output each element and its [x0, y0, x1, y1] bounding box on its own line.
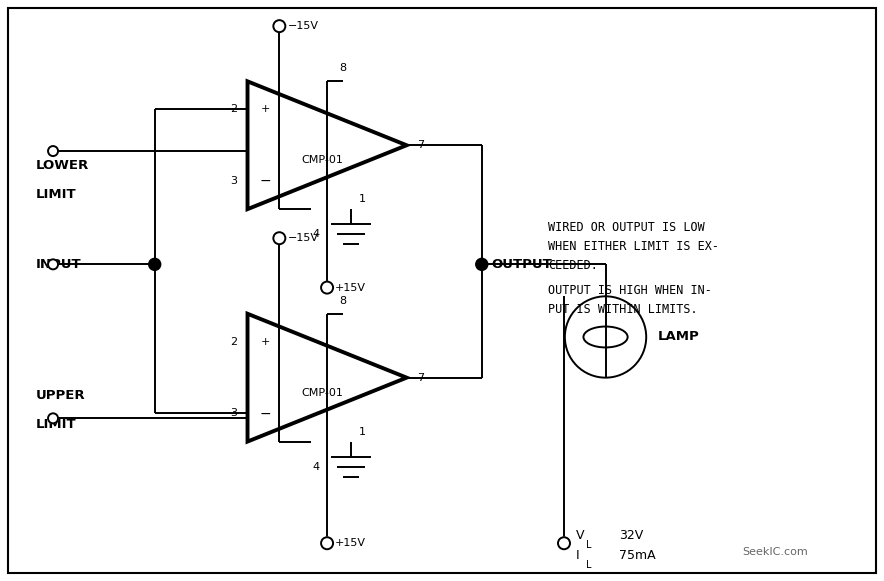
Text: INPUT: INPUT [35, 258, 81, 271]
Text: LOWER: LOWER [35, 159, 88, 172]
Text: LIMIT: LIMIT [35, 418, 76, 431]
Circle shape [321, 537, 333, 549]
Circle shape [149, 259, 161, 270]
Text: 1: 1 [359, 426, 366, 436]
Text: SeekIC.com: SeekIC.com [743, 547, 808, 557]
Text: −: − [260, 407, 271, 421]
Circle shape [321, 282, 333, 293]
Text: 2: 2 [231, 337, 238, 347]
Text: 32V: 32V [619, 529, 644, 541]
Text: CMP-01: CMP-01 [301, 155, 343, 165]
Text: OUTPUT IS HIGH WHEN IN-
PUT IS WITHIN LIMITS.: OUTPUT IS HIGH WHEN IN- PUT IS WITHIN LI… [548, 284, 712, 315]
Text: I: I [576, 548, 580, 562]
Circle shape [476, 259, 488, 270]
Circle shape [48, 146, 58, 156]
Text: −: − [260, 174, 271, 188]
Text: 75mA: 75mA [619, 548, 656, 562]
Text: +15V: +15V [335, 282, 366, 293]
Text: CMP-01: CMP-01 [301, 388, 343, 397]
Text: 8: 8 [339, 63, 347, 73]
Text: L: L [586, 560, 591, 570]
Text: LAMP: LAMP [659, 331, 700, 343]
Text: −15V: −15V [287, 21, 318, 31]
Text: +: + [261, 105, 271, 114]
Text: L: L [586, 540, 591, 550]
Text: 7: 7 [416, 140, 423, 150]
Text: 7: 7 [416, 372, 423, 383]
Circle shape [273, 232, 286, 244]
Circle shape [558, 537, 570, 549]
Text: OUTPUT: OUTPUT [492, 258, 552, 271]
Text: 2: 2 [231, 105, 238, 114]
Text: WIRED OR OUTPUT IS LOW
WHEN EITHER LIMIT IS EX-
CEEDED.: WIRED OR OUTPUT IS LOW WHEN EITHER LIMIT… [548, 221, 719, 272]
Text: UPPER: UPPER [35, 389, 85, 401]
Text: LIMIT: LIMIT [35, 188, 76, 201]
Text: 4: 4 [313, 229, 320, 239]
Text: 4: 4 [313, 461, 320, 472]
Text: +15V: +15V [335, 538, 366, 548]
Text: 3: 3 [231, 176, 238, 186]
Text: 1: 1 [359, 194, 366, 204]
Circle shape [48, 413, 58, 424]
Text: V: V [576, 529, 584, 541]
Circle shape [273, 20, 286, 32]
Circle shape [48, 259, 58, 270]
Text: −15V: −15V [287, 233, 318, 243]
Text: +: + [261, 337, 271, 347]
Text: 3: 3 [231, 408, 238, 418]
Text: 8: 8 [339, 296, 347, 306]
